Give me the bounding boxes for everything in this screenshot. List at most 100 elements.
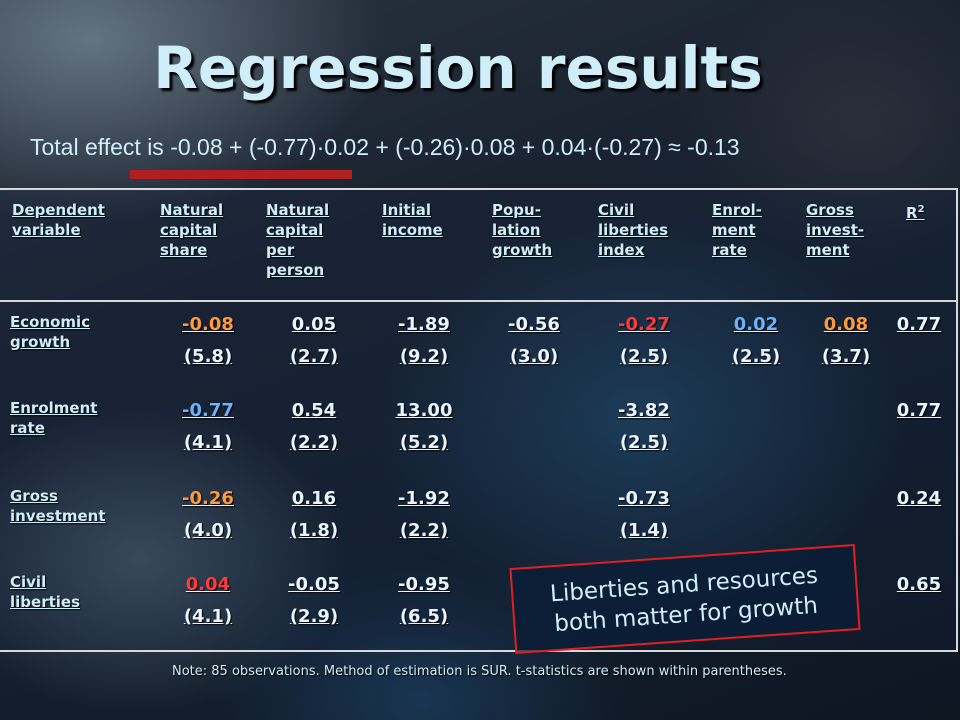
coefficient-value: 0.04 bbox=[185, 574, 231, 595]
t-statistic: (2.5) bbox=[619, 346, 669, 367]
row-label-line: investment bbox=[10, 507, 106, 525]
t-statistic: (4.1) bbox=[183, 606, 233, 627]
row-label-1: Enrolment rate bbox=[10, 398, 97, 438]
t-statistic: (3.7) bbox=[821, 346, 871, 367]
coef-cell: -0.56 (3.0) bbox=[489, 314, 579, 368]
coefficient-value: -3.82 bbox=[618, 400, 670, 421]
t-statistic: (1.4) bbox=[619, 520, 669, 541]
footnote: Note: 85 observations. Method of estimat… bbox=[172, 664, 787, 679]
t-statistic: (4.1) bbox=[183, 432, 233, 453]
row-label-0: Economic growth bbox=[10, 312, 90, 352]
row-label-3: Civil liberties bbox=[10, 572, 80, 612]
coefficient-value: -0.05 bbox=[288, 574, 340, 595]
row-label-line: Enrolment bbox=[10, 399, 98, 417]
header-col-5: Civil liberties index bbox=[598, 200, 668, 260]
header-col-6-line: ment bbox=[712, 221, 756, 239]
coefficient-value: -0.56 bbox=[508, 314, 560, 335]
t-statistic: (9.2) bbox=[399, 346, 449, 367]
coef-cell: -0.26 (4.0) bbox=[163, 488, 253, 542]
header-col-3: Initial income bbox=[382, 200, 443, 240]
t-statistic: (5.8) bbox=[183, 346, 233, 367]
coefficient-value: 0.08 bbox=[823, 314, 869, 335]
header-col-0-line: Dependent bbox=[12, 201, 105, 219]
coefficient-value: -0.95 bbox=[398, 574, 450, 595]
header-col-r2: R2 bbox=[906, 200, 925, 223]
coefficient-value: 0.16 bbox=[291, 488, 337, 509]
coef-cell: 0.16 (1.8) bbox=[269, 488, 359, 542]
coef-cell: -0.77 (4.1) bbox=[163, 400, 253, 454]
header-col-5-line: Civil bbox=[598, 201, 635, 219]
header-col-6-line: Enrol- bbox=[712, 201, 762, 219]
header-col-7-line: invest- bbox=[806, 221, 865, 239]
coefficient-value: -0.08 bbox=[182, 314, 234, 335]
header-col-2-line: person bbox=[266, 261, 325, 279]
t-statistic: (4.0) bbox=[183, 520, 233, 541]
coefficient-value: -0.77 bbox=[182, 400, 234, 421]
header-col-4-line: lation bbox=[492, 221, 541, 239]
header-col-2-line: capital bbox=[266, 221, 324, 239]
t-statistic: (2.5) bbox=[619, 432, 669, 453]
coef-cell: 13.00 (5.2) bbox=[379, 400, 469, 454]
t-statistic: (6.5) bbox=[399, 606, 449, 627]
slide-title: Regression results bbox=[153, 34, 763, 102]
header-col-1-line: share bbox=[160, 241, 208, 259]
coef-cell: -0.73 (1.4) bbox=[599, 488, 689, 542]
t-statistic: (2.2) bbox=[289, 432, 339, 453]
header-col-7-line: ment bbox=[806, 241, 850, 259]
header-col-7: Gross invest-ment bbox=[806, 200, 864, 260]
t-statistic: (2.5) bbox=[731, 346, 781, 367]
r2-value: 0.77 bbox=[896, 400, 942, 421]
coefficient-value: 0.02 bbox=[733, 314, 779, 335]
row-label-line: liberties bbox=[10, 593, 81, 611]
row-label-line: rate bbox=[10, 419, 45, 437]
coefficient-value: -1.89 bbox=[398, 314, 450, 335]
r2-value: 0.65 bbox=[896, 574, 942, 595]
coefficient-value: 0.05 bbox=[291, 314, 337, 335]
coef-cell: -0.27 (2.5) bbox=[599, 314, 689, 368]
r2-value: 0.24 bbox=[896, 488, 942, 509]
t-statistic: (2.9) bbox=[289, 606, 339, 627]
red-accent-bar bbox=[130, 170, 352, 179]
coef-cell: -1.92 (2.2) bbox=[379, 488, 469, 542]
t-statistic: (2.2) bbox=[399, 520, 449, 541]
header-col-1: Natural capital share bbox=[160, 200, 223, 260]
coefficient-value: -1.92 bbox=[398, 488, 450, 509]
coef-cell: 0.04 (4.1) bbox=[163, 574, 253, 628]
header-col-2-line: Natural bbox=[266, 201, 330, 219]
t-statistic: (1.8) bbox=[289, 520, 339, 541]
coefficient-value: -0.73 bbox=[618, 488, 670, 509]
coef-cell: -1.89 (9.2) bbox=[379, 314, 469, 368]
t-statistic: (2.7) bbox=[289, 346, 339, 367]
coef-cell: 0.54 (2.2) bbox=[269, 400, 359, 454]
coef-cell: 0.05 (2.7) bbox=[269, 314, 359, 368]
header-col-0-line: variable bbox=[12, 221, 81, 239]
row-label-line: Economic bbox=[10, 313, 91, 331]
header-col-2-line: per bbox=[266, 241, 295, 259]
r2-sup: 2 bbox=[917, 204, 925, 215]
row-label-line: growth bbox=[10, 333, 71, 351]
t-statistic: (5.2) bbox=[399, 432, 449, 453]
header-col-1-line: Natural bbox=[160, 201, 224, 219]
header-col-0: Dependent variable bbox=[12, 200, 105, 240]
header-col-3-line: income bbox=[382, 221, 443, 239]
total-effect-formula: Total effect is -0.08 + (-0.77)·0.02 + (… bbox=[30, 134, 740, 160]
header-col-6-line: rate bbox=[712, 241, 747, 259]
row-label-line: Civil bbox=[10, 573, 47, 591]
header-col-1-line: capital bbox=[160, 221, 218, 239]
header-col-5-line: liberties bbox=[598, 221, 669, 239]
header-col-7-line: Gross bbox=[806, 201, 854, 219]
coef-cell: -3.82 (2.5) bbox=[599, 400, 689, 454]
coefficient-value: -0.26 bbox=[182, 488, 234, 509]
header-col-3-line: Initial bbox=[382, 201, 431, 219]
coef-cell: -0.95 (6.5) bbox=[379, 574, 469, 628]
r2-value: 0.77 bbox=[896, 314, 942, 335]
header-col-4: Popu-lation growth bbox=[492, 200, 552, 260]
header-separator bbox=[0, 300, 958, 302]
coef-cell: -0.08 (5.8) bbox=[163, 314, 253, 368]
coefficient-value: -0.27 bbox=[618, 314, 670, 335]
header-col-4-line: growth bbox=[492, 241, 553, 259]
coefficient-value: 0.54 bbox=[291, 400, 337, 421]
row-label-2: Gross investment bbox=[10, 486, 106, 526]
coefficient-value: 13.00 bbox=[395, 400, 453, 421]
coef-cell: 0.08 (3.7) bbox=[801, 314, 891, 368]
